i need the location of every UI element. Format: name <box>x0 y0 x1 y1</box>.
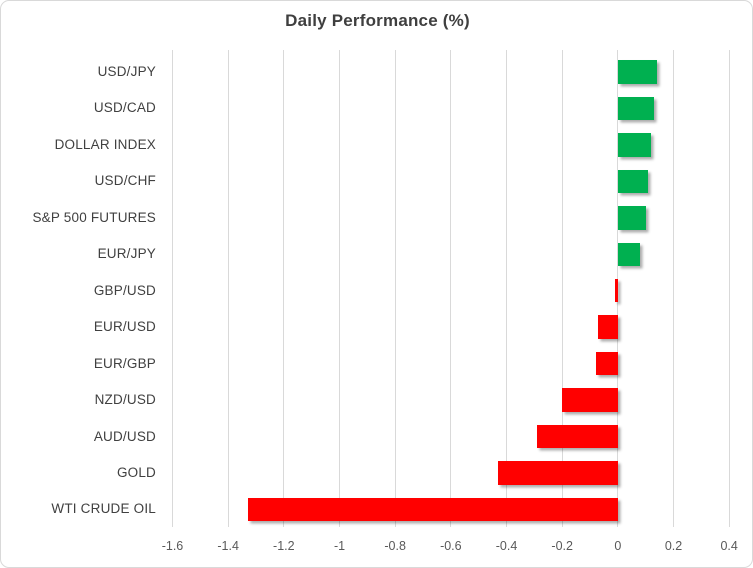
x-tick-label: -0.8 <box>384 539 406 553</box>
gridline <box>673 50 675 527</box>
gridline <box>617 50 619 527</box>
x-tick-label: -0.6 <box>440 539 462 553</box>
x-tick-label: 0.2 <box>664 539 683 553</box>
chart-bar <box>617 206 646 230</box>
category-label: NZD/USD <box>94 392 156 408</box>
chart-bar <box>598 315 618 339</box>
chart-bar <box>617 169 649 194</box>
category-label: USD/CAD <box>93 100 156 116</box>
gridline <box>172 50 173 527</box>
x-tick-label: 0 <box>614 539 622 553</box>
gridline <box>450 50 452 527</box>
chart-bar <box>617 242 641 266</box>
x-tick-label: -0.2 <box>551 539 573 553</box>
chart-bar <box>498 461 618 485</box>
category-label: DOLLAR INDEX <box>54 136 156 152</box>
x-tick-label: -0.4 <box>495 539 518 553</box>
gridline <box>339 50 340 527</box>
category-label: GOLD <box>116 464 156 480</box>
gridline <box>283 50 285 527</box>
chart-bar <box>615 278 618 303</box>
category-label: EUR/JPY <box>97 246 156 262</box>
x-tick-label: -1 <box>333 539 346 553</box>
category-label: EUR/USD <box>93 319 156 335</box>
gridline <box>561 50 563 527</box>
chart-bar <box>595 351 618 376</box>
chart-bar <box>247 497 618 522</box>
chart-bar <box>617 60 657 84</box>
category-label: AUD/USD <box>93 428 156 444</box>
gridline <box>394 50 396 527</box>
chart-bar <box>617 133 652 157</box>
category-label: USD/JPY <box>97 64 156 79</box>
gridline <box>728 50 730 527</box>
x-tick-label: -1.6 <box>161 539 184 553</box>
category-label: WTI CRUDE OIL <box>51 501 156 517</box>
x-tick-label: -1.2 <box>273 539 295 553</box>
chart-bar <box>617 96 655 121</box>
category-label: S&P 500 FUTURES <box>32 209 156 225</box>
chart-title: Daily Performance (%) <box>285 11 470 30</box>
x-tick-label: 0.4 <box>720 539 738 553</box>
category-label: GBP/USD <box>93 282 156 298</box>
x-tick-label: -1.4 <box>217 539 239 553</box>
chart-bar <box>562 388 618 412</box>
gridline <box>227 50 229 527</box>
category-label: EUR/GBP <box>93 355 156 371</box>
chart-bar <box>537 424 618 449</box>
gridline <box>506 50 508 527</box>
category-label: USD/CHF <box>94 173 156 189</box>
